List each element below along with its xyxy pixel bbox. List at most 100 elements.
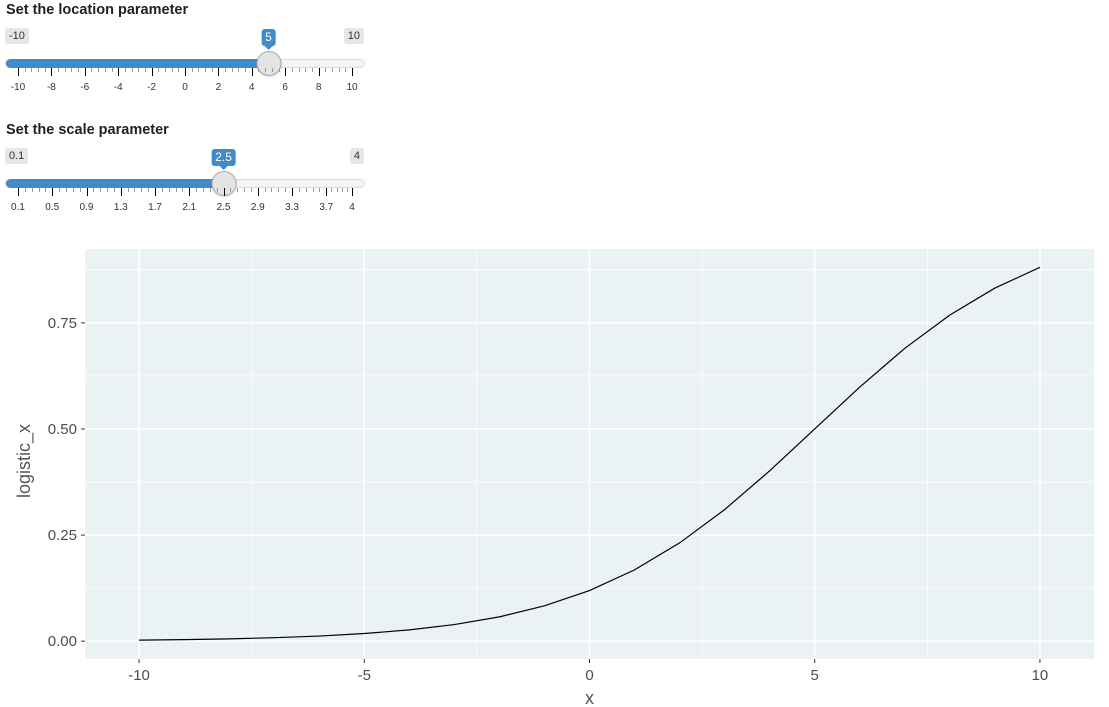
location-minor-tick <box>238 68 240 72</box>
scale-minor-tick <box>72 188 74 192</box>
location-minor-tick <box>138 68 140 72</box>
scale-minor-tick <box>336 188 338 192</box>
location-minor-tick <box>278 68 280 72</box>
location-tick-label: 6 <box>282 82 288 93</box>
scale-max-label: 4 <box>349 148 364 164</box>
location-tick-mark <box>18 68 19 76</box>
scale-minor-tick <box>168 188 170 192</box>
scale-minor-tick <box>59 188 61 192</box>
location-tick-mark <box>251 68 253 76</box>
scale-tick-label: 1.7 <box>148 202 162 213</box>
scale-tick-label: 0.9 <box>79 202 94 213</box>
location-tick-mark <box>51 68 53 76</box>
scale-minor-tick <box>264 188 266 192</box>
location-min-label: -10 <box>5 28 29 44</box>
scale-minor-tick <box>134 188 136 192</box>
location-tick-mark <box>185 68 186 76</box>
location-slider-track[interactable] <box>5 59 365 68</box>
location-minor-tick <box>231 68 233 72</box>
scale-minor-tick <box>38 188 40 192</box>
scale-minor-tick <box>298 188 300 192</box>
scale-minor-tick <box>107 188 109 192</box>
scale-minor-tick <box>196 188 198 192</box>
x-axis-title: x <box>585 688 594 707</box>
scale-minor-tick <box>161 188 163 192</box>
location-slider-handle[interactable] <box>256 51 281 76</box>
scale-tick-mark <box>223 188 225 196</box>
location-tick-mark <box>118 68 120 76</box>
location-slider-fill <box>6 59 270 68</box>
location-tick-mark <box>318 68 320 76</box>
location-minor-tick <box>78 68 80 72</box>
location-minor-tick <box>91 68 93 72</box>
scale-tick-mark <box>18 188 19 196</box>
logistic-curve-line <box>139 266 1041 641</box>
location-tick-mark <box>352 68 353 76</box>
location-minor-tick <box>305 68 307 72</box>
scale-minor-tick <box>278 188 280 192</box>
location-minor-tick <box>265 68 267 72</box>
location-minor-tick <box>198 68 200 72</box>
location-value-bubble: 5 <box>261 29 276 50</box>
scale-minor-tick <box>45 188 47 192</box>
scale-minor-tick <box>331 188 333 192</box>
scale-minor-tick <box>271 188 273 192</box>
scale-minor-tick <box>209 188 211 192</box>
location-tick-label: -8 <box>46 82 56 93</box>
scale-tick-mark <box>52 188 54 196</box>
x-tick-label: -5 <box>358 667 371 684</box>
scale-minor-tick <box>216 188 218 192</box>
scale-minor-tick <box>182 188 184 192</box>
scale-minor-tick <box>141 188 143 192</box>
scale-tick-label: 2.9 <box>250 202 265 213</box>
scale-minor-tick <box>175 188 177 192</box>
scale-minor-tick <box>31 188 33 192</box>
location-tick-mark <box>84 68 86 76</box>
location-minor-tick <box>71 68 73 72</box>
scale-tick-label: 2.5 <box>216 202 231 213</box>
location-minor-tick <box>211 68 213 72</box>
location-minor-tick <box>64 68 66 72</box>
scale-tick-label: 3.3 <box>285 202 299 213</box>
location-tick-label: -4 <box>113 82 123 93</box>
scale-minor-tick <box>312 188 314 192</box>
location-minor-tick <box>191 68 193 72</box>
x-tick-label: 0 <box>585 667 593 684</box>
scale-minor-tick <box>65 188 67 192</box>
location-minor-tick <box>164 68 166 72</box>
location-slider-group: Set the location parameter -10 10 5 -10-… <box>5 2 367 102</box>
location-minor-tick <box>271 68 273 72</box>
location-tick-mark <box>151 68 153 76</box>
location-minor-tick <box>111 68 113 72</box>
location-minor-tick <box>338 68 340 72</box>
location-minor-tick <box>24 68 26 72</box>
location-tick-mark <box>285 68 287 76</box>
scale-slider-track[interactable] <box>5 179 365 188</box>
scale-tick-mark <box>352 188 353 196</box>
scale-minor-tick <box>79 188 81 192</box>
scale-tick-mark <box>189 188 191 196</box>
location-tick-label: -2 <box>147 82 157 93</box>
scale-minor-tick <box>319 188 321 192</box>
location-slider-label: Set the location parameter <box>6 2 189 18</box>
scale-tick-label: 3.7 <box>319 202 334 213</box>
scale-tick-mark <box>326 188 328 196</box>
x-axis: -10 -5 0 5 10 <box>128 659 1048 684</box>
location-minor-tick <box>178 68 180 72</box>
location-max-label: 10 <box>343 28 364 44</box>
location-minor-tick <box>171 68 173 72</box>
location-minor-tick <box>291 68 293 72</box>
scale-minor-tick <box>113 188 115 192</box>
location-minor-tick <box>245 68 247 72</box>
scale-minor-tick <box>341 188 343 192</box>
location-minor-tick <box>58 68 60 72</box>
location-tick-mark <box>218 68 220 76</box>
location-minor-tick <box>104 68 106 72</box>
x-tick-label: -10 <box>128 667 150 684</box>
scale-minor-tick <box>346 188 348 192</box>
y-tick-label: 0.75 <box>48 315 77 332</box>
scale-tick-mark <box>292 188 294 196</box>
scale-tick-mark <box>120 188 122 196</box>
y-tick-label: 0.50 <box>48 421 77 438</box>
scale-minor-tick <box>100 188 102 192</box>
